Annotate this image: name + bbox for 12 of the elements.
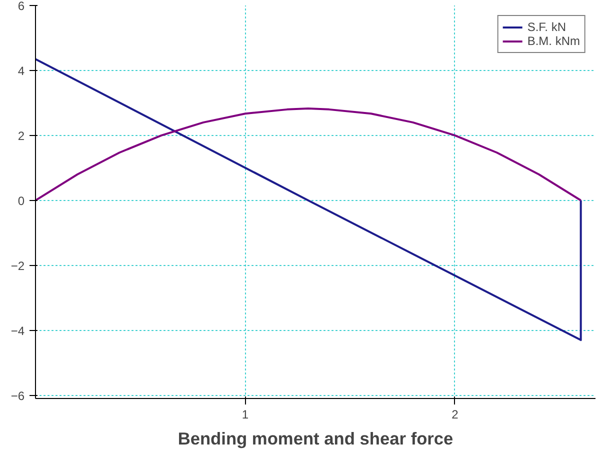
y-tick-label: 0 (18, 194, 25, 208)
y-tick-label: −6 (10, 388, 25, 403)
legend-label: S.F. kN (527, 20, 566, 34)
y-tick-label: 6 (18, 0, 25, 13)
legend-label: B.M. kNm (527, 34, 580, 48)
y-tick-label: 4 (18, 64, 25, 78)
y-tick-label: 2 (18, 128, 25, 143)
text: Bending moment and shear force (178, 428, 454, 448)
x-tick-label: 1 (242, 408, 249, 422)
line-series (36, 107, 582, 202)
y-tick-label: −4 (10, 324, 25, 338)
y-tick-label: −2 (10, 258, 25, 273)
